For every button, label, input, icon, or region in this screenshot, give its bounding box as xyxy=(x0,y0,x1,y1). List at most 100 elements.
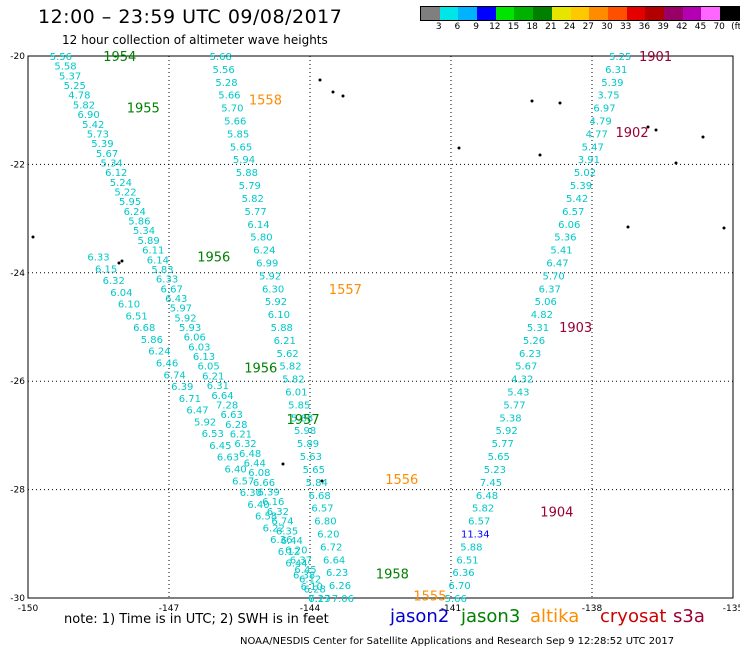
swh-value-label: 5.42 xyxy=(566,194,588,205)
swh-value-label: 6.80 xyxy=(314,517,336,528)
colorbar-swatch xyxy=(551,7,571,20)
swh-value-label: 5.95 xyxy=(119,197,141,208)
swh-value-label: 4.77 xyxy=(586,129,608,140)
swh-value-label: 6.43 xyxy=(165,294,187,305)
swh-value-label: 6.21 xyxy=(274,336,296,347)
swh-value-label: 4.32 xyxy=(511,375,533,386)
island-mark xyxy=(31,235,35,239)
credit-line: NOAA/NESDIS Center for Satellite Applica… xyxy=(240,636,675,647)
y-tick-label: -26 xyxy=(10,377,25,387)
swh-value-label: 6.97 xyxy=(593,104,615,115)
swh-value-label: 5.41 xyxy=(550,246,572,257)
colorbar xyxy=(420,6,740,21)
swh-value-label: 5.92 xyxy=(194,417,216,428)
island-mark xyxy=(626,225,630,229)
pass-time-label: 1958 xyxy=(376,568,409,583)
swh-value-label: 5.24 xyxy=(110,178,132,189)
swh-value-label: 6.67 xyxy=(161,284,183,295)
swh-value-label: 5.80 xyxy=(250,233,272,244)
swh-value-label: 5.79 xyxy=(239,181,261,192)
swh-value-label: 6.26 xyxy=(329,581,351,592)
swh-value-label: 6.45 xyxy=(209,441,231,452)
swh-value-label: 6.99 xyxy=(256,258,278,269)
swh-value-label: 7.13 xyxy=(308,594,330,605)
swh-value-label: 6.32 xyxy=(103,276,125,287)
swh-value-label: 6.36 xyxy=(270,535,292,546)
swh-value-label: 4.79 xyxy=(589,117,611,128)
swh-value-label: 6.44 xyxy=(244,459,266,470)
island-mark xyxy=(530,99,534,103)
swh-value-label: 5.77 xyxy=(503,400,525,411)
island-mark xyxy=(646,125,650,129)
colorbar-swatch xyxy=(701,7,720,20)
colorbar-label: 3 xyxy=(435,22,442,32)
swh-value-label: 5.82 xyxy=(279,362,301,373)
x-tick-label: -144 xyxy=(300,604,321,614)
swh-value-label: 6.51 xyxy=(125,311,147,322)
swh-value-label: 5.58 xyxy=(54,62,76,73)
swh-value-label: 5.86 xyxy=(141,335,163,346)
swh-value-label: 5.23 xyxy=(484,465,506,476)
swh-value-label: 5.70 xyxy=(221,104,243,115)
swh-value-label: 6.74 xyxy=(164,370,186,381)
swh-value-label: 5.70 xyxy=(542,271,564,282)
swh-value-label: 6.53 xyxy=(202,429,224,440)
swh-value-label: 5.88 xyxy=(460,542,482,553)
swh-value-label: 6.66 xyxy=(253,478,275,489)
colorbar-label: 33 xyxy=(619,22,632,32)
swh-value-label: 6.27 xyxy=(308,594,330,605)
swh-value-label: 6.24 xyxy=(124,207,146,218)
swh-value-label: 6.05 xyxy=(197,362,219,373)
swh-value-label: 5.88 xyxy=(236,168,258,179)
swh-value-label: 6.63 xyxy=(221,410,243,421)
swh-value-label: 6.39 xyxy=(257,488,279,499)
swh-value-label: 5.77 xyxy=(492,439,514,450)
pass-time-label: 1558 xyxy=(249,93,282,108)
swh-value-label: 5.39 xyxy=(601,78,623,89)
pass-time-label: 1901 xyxy=(639,50,672,65)
swh-value-label: 11.34 xyxy=(461,529,490,540)
swh-value-label: 6.51 xyxy=(456,555,478,566)
island-mark xyxy=(331,90,335,94)
island-mark xyxy=(117,261,121,265)
swh-value-label: 4.78 xyxy=(68,91,90,102)
swh-value-label: 6.64 xyxy=(323,555,345,566)
y-tick-label: -22 xyxy=(10,160,25,170)
swh-value-label: 5.37 xyxy=(59,71,81,82)
colorbar-label: 42 xyxy=(676,22,688,32)
swh-value-label: 6.30 xyxy=(240,488,262,499)
pass-time-label: 1555 xyxy=(413,589,446,604)
swh-value-label: 6.06 xyxy=(558,220,580,231)
swh-value-label: 5.66 xyxy=(218,91,240,102)
swh-value-label: 5.06 xyxy=(535,297,557,308)
swh-value-label: 6.44 xyxy=(281,536,303,547)
colorbar-label: 12 xyxy=(489,22,501,32)
swh-value-label: 5.65 xyxy=(488,452,510,463)
swh-value-label: 5.62 xyxy=(276,349,298,360)
swh-value-label: 7.06 xyxy=(332,594,354,605)
pass-time-label: 1956 xyxy=(244,362,277,377)
island-mark xyxy=(457,146,461,150)
colorbar-label: 27 xyxy=(582,22,595,32)
colorbar-swatch xyxy=(421,7,440,20)
swh-value-label: 6.33 xyxy=(87,253,109,264)
swh-value-label: 5.84 xyxy=(306,478,328,489)
swh-value-label: 6.10 xyxy=(301,582,323,593)
swh-value-label: 6.10 xyxy=(268,310,290,321)
colorbar-label: 30 xyxy=(601,22,613,32)
y-tick-label: -24 xyxy=(10,269,25,279)
swh-value-label: 6.47 xyxy=(546,258,568,269)
swh-value-label: 5.31 xyxy=(527,323,549,334)
swh-value-label: 6.36 xyxy=(452,568,474,579)
swh-value-label: 5.98 xyxy=(294,426,316,437)
swh-value-label: 6.40 xyxy=(247,500,269,511)
swh-value-label: 5.02 xyxy=(574,168,596,179)
swh-value-label: 5.56 xyxy=(50,52,72,63)
swh-value-label: 6.31 xyxy=(207,381,229,392)
swh-value-label: 5.36 xyxy=(554,233,576,244)
colorbar-label: 21 xyxy=(545,22,557,32)
swh-value-label: 5.25 xyxy=(609,52,631,63)
swh-value-label: 6.63 xyxy=(217,453,239,464)
swh-value-label: 5.65 xyxy=(303,465,325,476)
